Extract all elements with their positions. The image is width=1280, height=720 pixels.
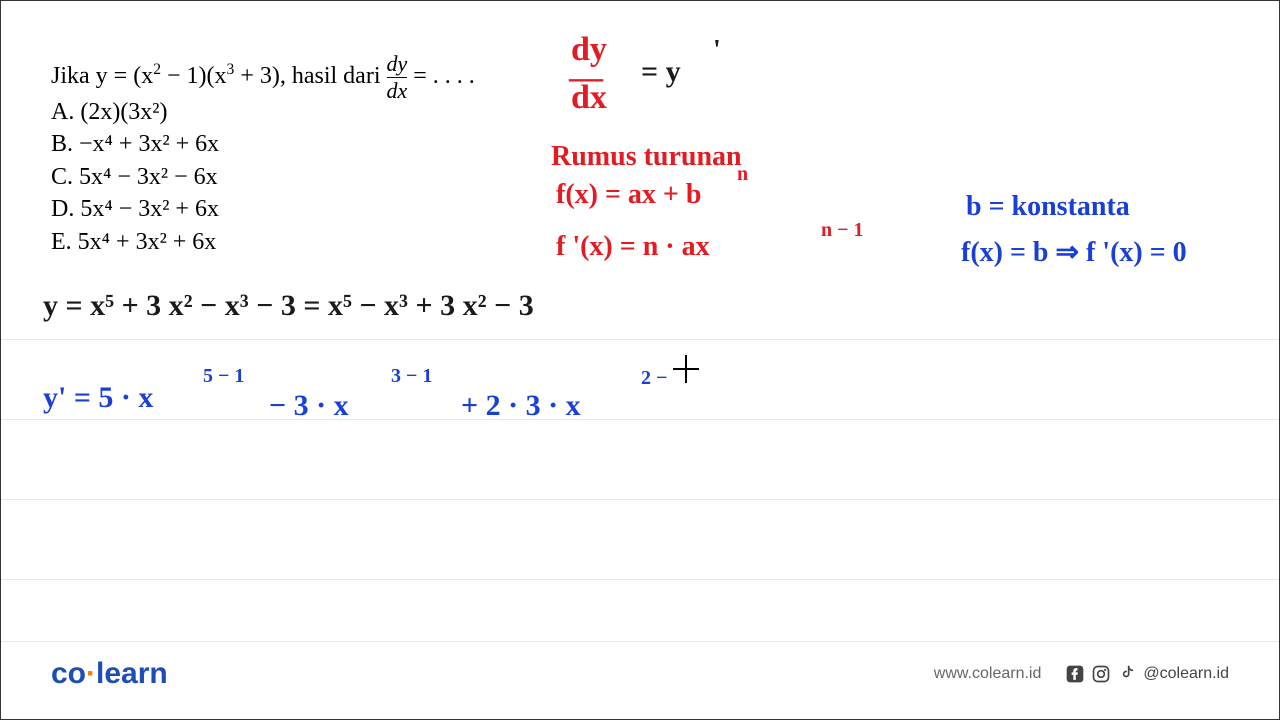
brand-logo: co·learn — [51, 657, 168, 691]
instagram-icon — [1091, 664, 1111, 684]
handwriting-text: f(x) = ax + b — [556, 179, 701, 211]
footer-bar: co·learn www.colearn.id @colearn.id — [51, 657, 1229, 691]
ruled-line — [1, 419, 1279, 420]
handwriting-text: f '(x) = n · ax — [556, 231, 710, 263]
problem-prefix: Jika — [51, 63, 96, 89]
problem-equation: y = (x2 − 1)(x3 + 3), hasil dari — [96, 63, 387, 89]
fraction-dy-dx: dy dx — [387, 51, 408, 104]
footer-right: www.colearn.id @colearn.id — [934, 664, 1229, 684]
tiktok-icon — [1117, 664, 1137, 684]
logo-dot-icon: · — [86, 657, 96, 690]
handwriting-text: f(x) = b ⇒ f '(x) = 0 — [961, 235, 1187, 269]
handwriting-text: — — [569, 59, 603, 97]
answer-options: A. (2x)(3x²)B. −x⁴ + 3x² + 6xC. 5x⁴ − 3x… — [51, 96, 219, 258]
answer-option: E. 5x⁴ + 3x² + 6x — [51, 226, 219, 258]
footer-url: www.colearn.id — [934, 665, 1042, 683]
handwriting-text: n − 1 — [821, 219, 864, 242]
handwriting-text: − 3 · x — [269, 389, 349, 423]
answer-option: C. 5x⁴ − 3x² − 6x — [51, 161, 219, 193]
answer-option: A. (2x)(3x²) — [51, 96, 219, 128]
handwriting-text: n — [737, 163, 748, 186]
social-handle: @colearn.id — [1143, 665, 1229, 683]
facebook-icon — [1065, 664, 1085, 684]
handwriting-text: 2 − — [641, 367, 667, 390]
social-links: @colearn.id — [1065, 664, 1229, 684]
ruled-line — [1, 339, 1279, 340]
handwriting-text: 3 − 1 — [391, 365, 432, 388]
handwriting-text: = y — [641, 55, 681, 89]
canvas: Jika y = (x2 − 1)(x3 + 3), hasil dari dy… — [1, 1, 1279, 719]
handwriting-text: y' = 5 · x — [43, 381, 153, 415]
handwriting-text: b = konstanta — [966, 191, 1130, 223]
ruled-line — [1, 641, 1279, 642]
ruled-line — [1, 499, 1279, 500]
handwriting-text: Rumus turunan — [551, 141, 742, 173]
ruled-line — [1, 579, 1279, 580]
handwriting-text: ' — [713, 35, 721, 67]
handwriting-text: y = x⁵ + 3 x² − x³ − 3 = x⁵ − x³ + 3 x² … — [43, 289, 534, 323]
answer-option: B. −x⁴ + 3x² + 6x — [51, 128, 219, 160]
handwriting-text: 5 − 1 — [203, 365, 244, 388]
answer-option: D. 5x⁴ − 3x² + 6x — [51, 193, 219, 225]
handwriting-text: + 2 · 3 · x — [461, 389, 581, 423]
problem-suffix: = . . . . — [413, 63, 475, 89]
